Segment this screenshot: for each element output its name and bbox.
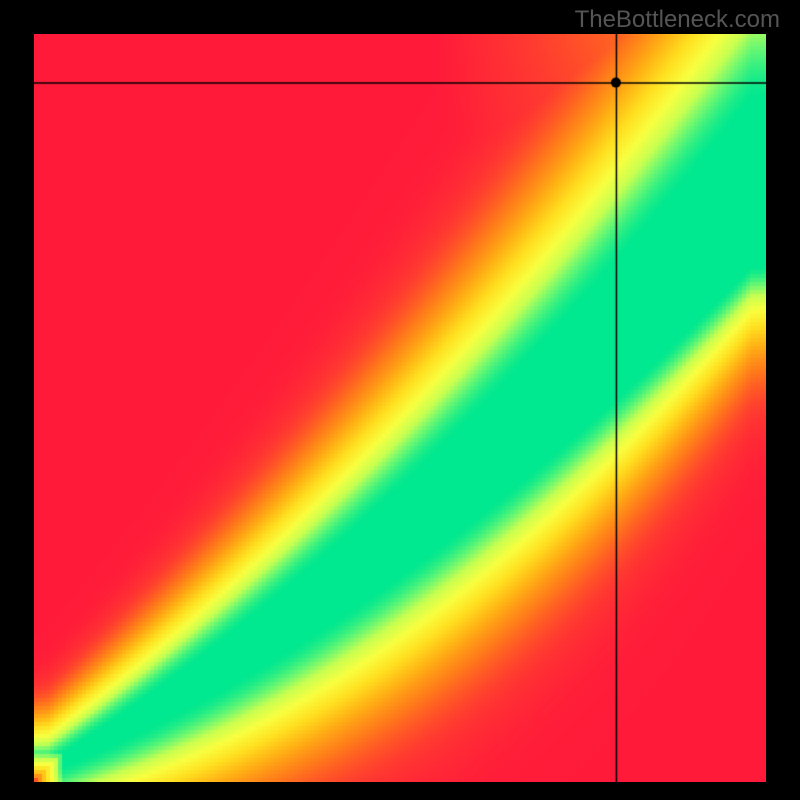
bottleneck-heatmap: [34, 34, 766, 782]
figure-root: TheBottleneck.com: [0, 0, 800, 800]
watermark-text: TheBottleneck.com: [575, 6, 780, 34]
